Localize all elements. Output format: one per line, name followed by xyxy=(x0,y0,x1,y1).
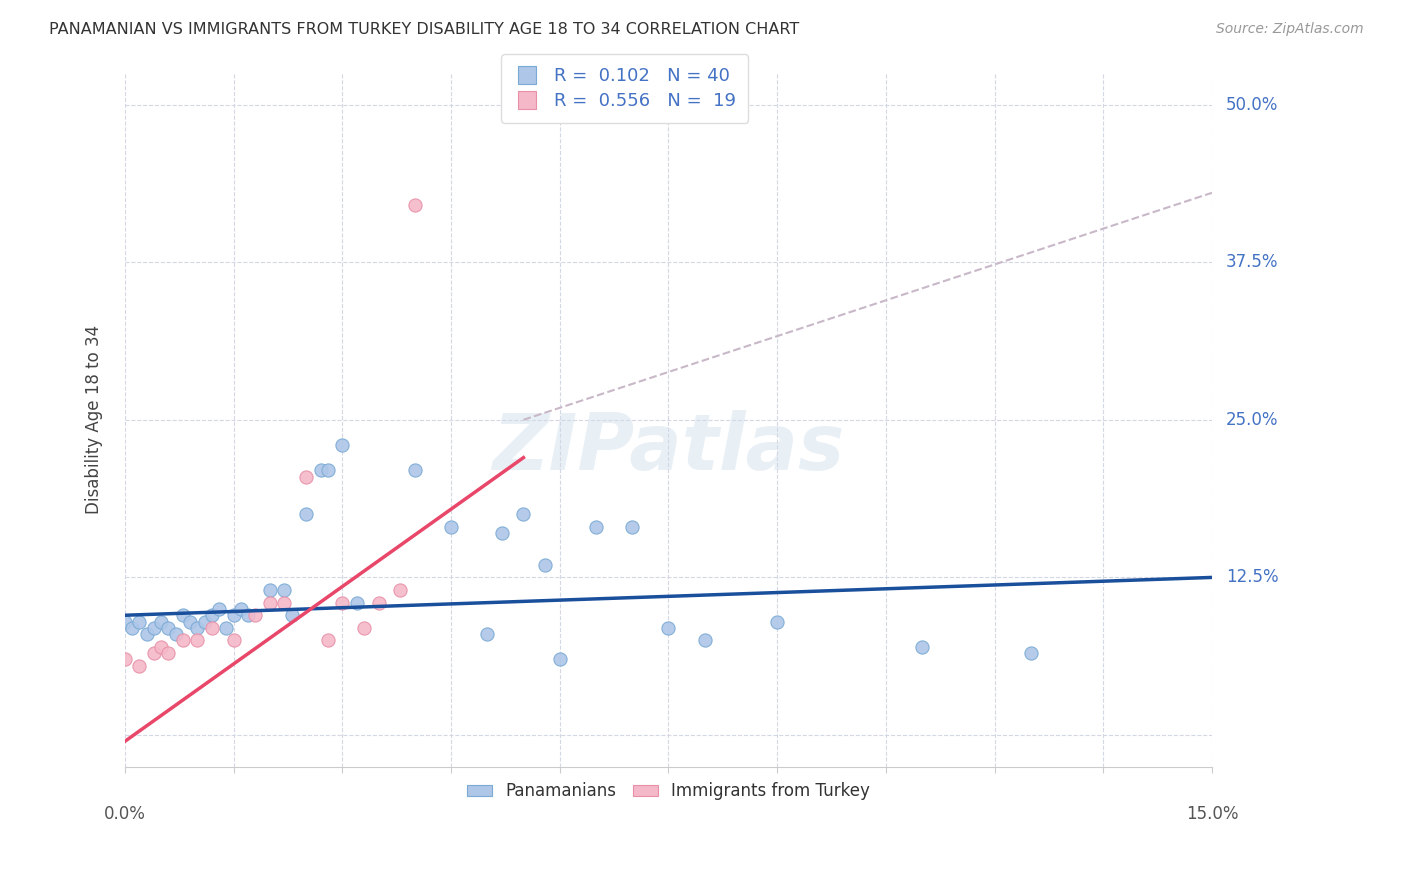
Point xyxy=(367,596,389,610)
Point xyxy=(179,615,201,629)
Legend: Panamanians, Immigrants from Turkey: Panamanians, Immigrants from Turkey xyxy=(457,772,880,810)
Text: ZIPatlas: ZIPatlas xyxy=(492,409,845,485)
Point xyxy=(353,621,375,635)
Point xyxy=(657,621,679,635)
Point xyxy=(404,463,426,477)
Point xyxy=(121,621,143,635)
Point xyxy=(316,633,339,648)
Point xyxy=(295,508,318,522)
Point xyxy=(186,621,208,635)
Point xyxy=(157,621,180,635)
Point xyxy=(142,646,165,660)
Point xyxy=(585,520,607,534)
Point xyxy=(215,621,238,635)
Point xyxy=(128,658,150,673)
Point xyxy=(142,621,165,635)
Point xyxy=(201,621,224,635)
Point xyxy=(128,615,150,629)
Point xyxy=(172,633,194,648)
Text: 12.5%: 12.5% xyxy=(1226,568,1278,586)
Text: 37.5%: 37.5% xyxy=(1226,253,1278,271)
Text: Source: ZipAtlas.com: Source: ZipAtlas.com xyxy=(1216,22,1364,37)
Point xyxy=(208,602,231,616)
Point xyxy=(245,608,267,623)
Point xyxy=(491,526,513,541)
Point xyxy=(911,640,934,654)
Point xyxy=(309,463,332,477)
Text: 15.0%: 15.0% xyxy=(1185,805,1239,823)
Text: 25.0%: 25.0% xyxy=(1226,411,1278,429)
Point xyxy=(548,652,571,666)
Point xyxy=(114,615,136,629)
Point xyxy=(1019,646,1042,660)
Point xyxy=(229,602,252,616)
Text: 50.0%: 50.0% xyxy=(1226,95,1278,113)
Text: PANAMANIAN VS IMMIGRANTS FROM TURKEY DISABILITY AGE 18 TO 34 CORRELATION CHART: PANAMANIAN VS IMMIGRANTS FROM TURKEY DIS… xyxy=(49,22,800,37)
Point xyxy=(186,633,208,648)
Point xyxy=(693,633,716,648)
Text: 0.0%: 0.0% xyxy=(104,805,146,823)
Point xyxy=(222,633,245,648)
Point xyxy=(201,608,224,623)
Point xyxy=(477,627,499,641)
Point xyxy=(389,582,412,597)
Point xyxy=(280,608,302,623)
Point xyxy=(440,520,463,534)
Point xyxy=(295,469,318,483)
Point xyxy=(114,652,136,666)
Point xyxy=(316,463,339,477)
Point xyxy=(172,608,194,623)
Y-axis label: Disability Age 18 to 34: Disability Age 18 to 34 xyxy=(86,326,103,515)
Point xyxy=(150,640,173,654)
Point xyxy=(259,582,281,597)
Point xyxy=(259,596,281,610)
Point xyxy=(330,596,353,610)
Point xyxy=(330,438,353,452)
Point xyxy=(534,558,557,572)
Point xyxy=(273,582,295,597)
Point xyxy=(766,615,789,629)
Point xyxy=(135,627,157,641)
Point xyxy=(150,615,173,629)
Point xyxy=(193,615,215,629)
Point xyxy=(157,646,180,660)
Point xyxy=(236,608,259,623)
Point xyxy=(346,596,368,610)
Point xyxy=(404,198,426,212)
Point xyxy=(273,596,295,610)
Point xyxy=(165,627,187,641)
Point xyxy=(222,608,245,623)
Point xyxy=(512,508,534,522)
Point xyxy=(621,520,644,534)
